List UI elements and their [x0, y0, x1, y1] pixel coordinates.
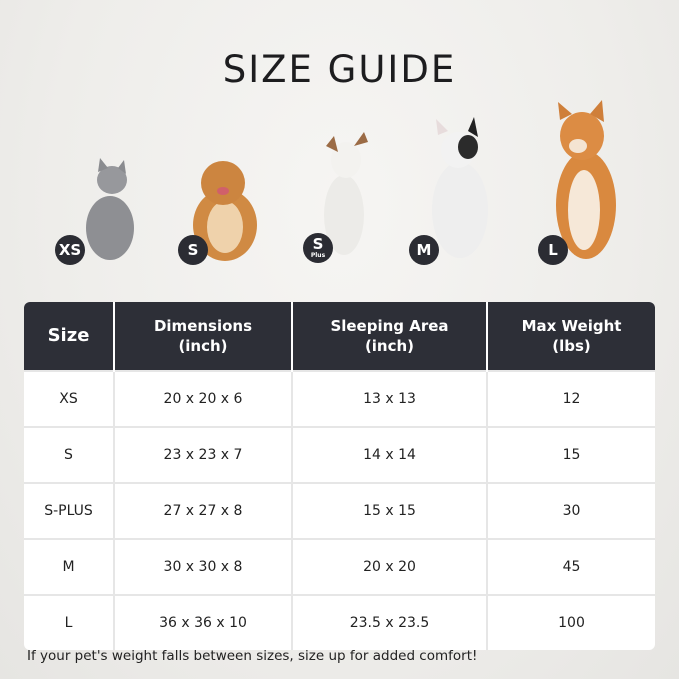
size-badge-l: L — [538, 235, 568, 265]
cell-dimensions: 20 x 20 x 6 — [113, 370, 292, 427]
cell-dimensions: 30 x 30 x 8 — [113, 538, 292, 595]
table-row: XS 20 x 20 x 6 13 x 13 12 — [24, 370, 655, 427]
cell-sleeping-area: 23.5 x 23.5 — [291, 594, 487, 650]
jack-russell-image — [324, 132, 368, 255]
cell-dimensions: 27 x 27 x 8 — [113, 482, 292, 539]
size-table: Size Dimensions (inch) Sleeping Area (inch… — [24, 302, 655, 650]
pomeranian-image — [193, 161, 257, 261]
size-badge-s-plus: S Plus — [303, 233, 333, 263]
badge-label: L — [548, 240, 558, 259]
cell-size: M — [24, 538, 114, 595]
cell-sleeping-area: 14 x 14 — [291, 426, 487, 483]
cell-sleeping-area: 13 x 13 — [291, 370, 487, 427]
badge-sublabel: Plus — [310, 252, 326, 259]
cat-image — [86, 158, 134, 260]
cell-sleeping-area: 20 x 20 — [291, 538, 487, 595]
size-badge-s: S — [178, 235, 208, 265]
badge-label: S — [187, 240, 199, 259]
cell-max-weight: 15 — [486, 426, 655, 483]
header-sleeping-area: Sleeping Area (inch) — [291, 302, 487, 371]
table-row: S-PLUS 27 x 27 x 8 15 x 15 30 — [24, 482, 655, 539]
cell-sleeping-area: 15 x 15 — [291, 482, 487, 539]
cell-dimensions: 36 x 36 x 10 — [113, 594, 292, 650]
shiba-inu-image — [556, 100, 616, 259]
cell-max-weight: 30 — [486, 482, 655, 539]
size-badge-m: M — [409, 235, 439, 265]
header-size: Size — [24, 302, 114, 371]
cell-size: S — [24, 426, 114, 483]
size-badge-xs: XS — [55, 235, 85, 265]
cell-size: S-PLUS — [24, 482, 114, 539]
badge-label: XS — [58, 240, 82, 259]
cell-dimensions: 23 x 23 x 7 — [113, 426, 292, 483]
cell-size: XS — [24, 370, 114, 427]
table-row: M 30 x 30 x 8 20 x 20 45 — [24, 538, 655, 595]
cell-max-weight: 45 — [486, 538, 655, 595]
table-header-row: Size Dimensions (inch) Sleeping Area (inch… — [24, 302, 655, 371]
cell-size: L — [24, 594, 114, 650]
header-max-weight: Max Weight (lbs) — [486, 302, 655, 371]
cell-max-weight: 100 — [486, 594, 655, 650]
french-bulldog-image — [432, 117, 488, 258]
page-title: SIZE GUIDE — [222, 48, 457, 91]
footer-note: If your pet's weight falls between sizes… — [27, 648, 478, 664]
cell-max-weight: 12 — [486, 370, 655, 427]
header-dimensions: Dimensions (inch) — [113, 302, 292, 371]
badge-label: S — [312, 235, 324, 253]
badge-label: M — [416, 240, 432, 259]
table-row: L 36 x 36 x 10 23.5 x 23.5 100 — [24, 594, 655, 650]
table-row: S 23 x 23 x 7 14 x 14 15 — [24, 426, 655, 483]
